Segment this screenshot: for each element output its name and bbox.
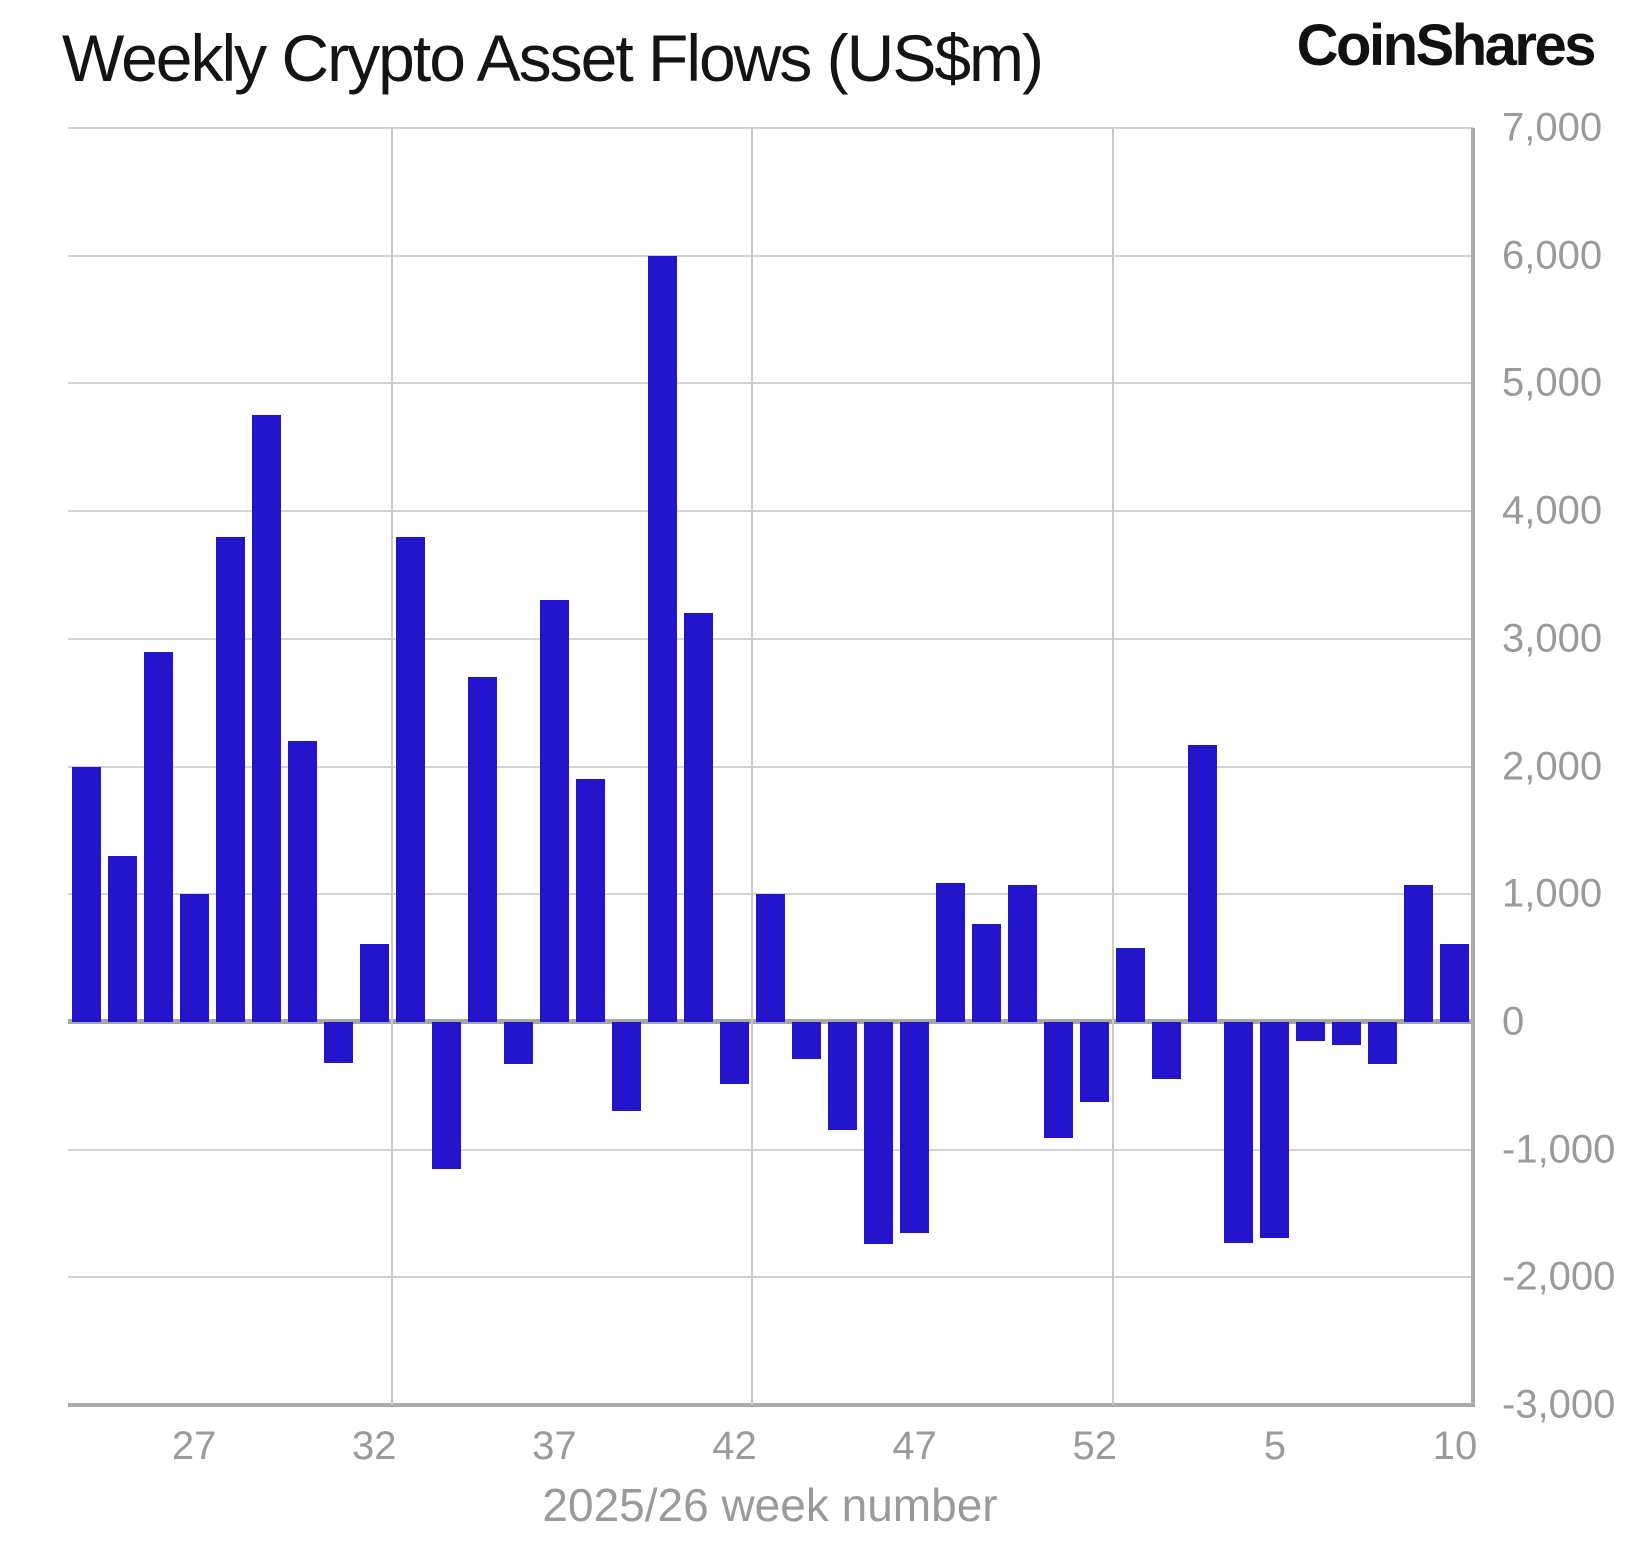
- x-tick-label: 10: [1432, 1424, 1478, 1468]
- y-gridline: [68, 254, 1473, 257]
- y-tick-label: -2,000: [1502, 1254, 1616, 1299]
- bar-week-47: [900, 1021, 930, 1233]
- y-gridline: [68, 1019, 1473, 1025]
- page-title: Weekly Crypto Asset Flows (US$m): [62, 21, 1044, 95]
- plot-right-border: [1471, 128, 1475, 1407]
- bar-week-10: [1440, 944, 1470, 1022]
- y-gridline: [68, 510, 1473, 513]
- bar-week-9: [1404, 885, 1434, 1022]
- bar-week-49: [972, 923, 1002, 1022]
- y-tick-label: 4,000: [1502, 488, 1603, 533]
- bar-week-51: [1044, 1021, 1074, 1139]
- bar-week-4: [1224, 1021, 1254, 1243]
- y-tick-label: 3,000: [1502, 616, 1603, 661]
- y-gridline: [68, 382, 1473, 385]
- bar-week-42: [719, 1021, 749, 1085]
- bar-week-40: [647, 255, 677, 1022]
- x-tick-label: 37: [532, 1424, 577, 1468]
- bar-week-30: [287, 740, 317, 1022]
- bar-week-48: [936, 882, 966, 1022]
- bar-week-34: [431, 1021, 461, 1169]
- y-tick-label: 0: [1502, 999, 1525, 1044]
- y-gridline: [68, 127, 1473, 129]
- x-gridline: [391, 128, 394, 1405]
- bar-week-46: [864, 1021, 894, 1245]
- bar-week-27: [179, 894, 209, 1022]
- bar-week-45: [828, 1021, 858, 1131]
- brand-logo: CoinShares: [1296, 13, 1597, 78]
- bar-week-2: [1152, 1021, 1182, 1080]
- y-tick-label: 5,000: [1502, 360, 1603, 405]
- bar-week-6: [1296, 1021, 1326, 1042]
- y-gridline: [68, 765, 1473, 768]
- y-gridline: [68, 1148, 1473, 1151]
- y-gridline: [68, 637, 1473, 640]
- y-gridline: [68, 1403, 1473, 1407]
- bar-week-38: [575, 779, 605, 1022]
- bar-week-37: [539, 600, 569, 1022]
- bar-week-1: [1116, 947, 1146, 1022]
- bar-week-50: [1008, 885, 1038, 1022]
- y-tick-label: 2,000: [1502, 744, 1603, 788]
- x-tick-label: 42: [712, 1424, 757, 1468]
- bar-week-39: [611, 1021, 641, 1112]
- bar-week-36: [503, 1021, 533, 1065]
- x-gridline: [751, 128, 754, 1405]
- bar-week-41: [683, 613, 713, 1022]
- x-tick-label: 47: [892, 1424, 937, 1468]
- bar-week-28: [215, 536, 245, 1022]
- bar-week-35: [467, 677, 497, 1022]
- x-tick-label: 5: [1263, 1424, 1286, 1468]
- bar-week-26: [143, 651, 173, 1022]
- x-tick-label: 52: [1072, 1424, 1117, 1468]
- bar-week-52: [1080, 1021, 1110, 1103]
- bar-week-25: [107, 855, 137, 1022]
- y-tick-label: 1,000: [1502, 871, 1603, 916]
- y-gridline: [68, 1276, 1473, 1279]
- bar-week-24: [71, 766, 101, 1022]
- x-tick-label: 27: [171, 1424, 217, 1468]
- bar-week-44: [792, 1021, 822, 1059]
- x-gridline: [1111, 128, 1114, 1405]
- x-axis-title: 2025/26 week number: [542, 1479, 998, 1531]
- bar-week-5: [1260, 1021, 1290, 1238]
- bar-week-3: [1188, 744, 1218, 1022]
- bar-week-8: [1368, 1021, 1398, 1065]
- bar-week-32: [359, 944, 389, 1022]
- y-tick-label: -3,000: [1502, 1382, 1616, 1427]
- bar-week-33: [395, 536, 425, 1022]
- x-tick-label: 32: [351, 1424, 397, 1468]
- y-tick-label: 6,000: [1502, 233, 1603, 278]
- bar-week-29: [251, 415, 281, 1022]
- bar-week-43: [756, 894, 785, 1022]
- y-tick-label: 7,000: [1502, 105, 1603, 150]
- bar-week-7: [1332, 1021, 1362, 1045]
- bar-week-31: [323, 1021, 353, 1063]
- y-tick-label: -1,000: [1502, 1127, 1616, 1172]
